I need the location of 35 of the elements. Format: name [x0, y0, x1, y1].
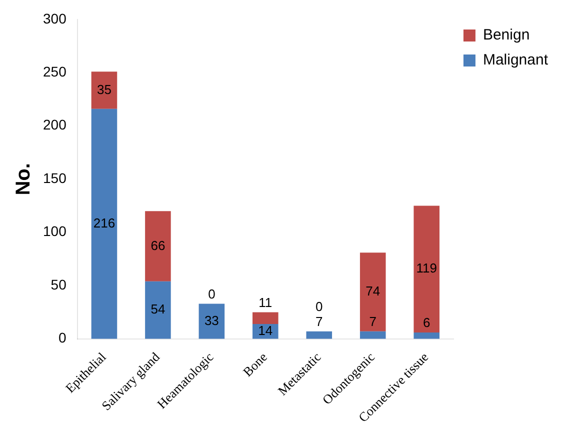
data-label: 216: [93, 215, 116, 230]
data-label: 6: [422, 315, 430, 330]
bar: [360, 331, 386, 339]
data-label: 7: [316, 314, 323, 329]
data-label: 66: [150, 238, 166, 253]
bar: [91, 108, 118, 339]
data-label: 54: [150, 302, 166, 317]
bar: [145, 211, 171, 282]
bar: [414, 332, 440, 339]
data-label: 0: [208, 286, 216, 302]
bar: [145, 281, 171, 339]
y-tick-label: 250: [43, 64, 67, 80]
data-label: 7: [369, 314, 376, 329]
y-tick-label: 100: [43, 223, 67, 240]
bar: [252, 312, 278, 324]
y-tick-label: 0: [58, 330, 67, 346]
y-tick-label: 300: [43, 10, 67, 26]
legend-label: Malignant: [482, 52, 549, 69]
y-axis-title: No.: [12, 163, 35, 196]
bar: [198, 304, 225, 339]
bar: [91, 72, 118, 109]
y-tick-label: 50: [50, 276, 67, 292]
y-tick-label: 200: [43, 116, 67, 133]
legend-label: Benign: [482, 26, 530, 44]
y-tick-label: 150: [43, 170, 67, 186]
data-label: 119: [416, 260, 437, 276]
bar: [414, 206, 440, 332]
data-label: 35: [96, 82, 112, 97]
data-label: 33: [204, 312, 219, 328]
bar: [306, 331, 332, 339]
data-label: 74: [366, 284, 380, 299]
data-label: 0: [316, 298, 323, 314]
data-label: 14: [258, 322, 273, 338]
data-label: 11: [258, 294, 272, 310]
bar: [360, 252, 386, 332]
